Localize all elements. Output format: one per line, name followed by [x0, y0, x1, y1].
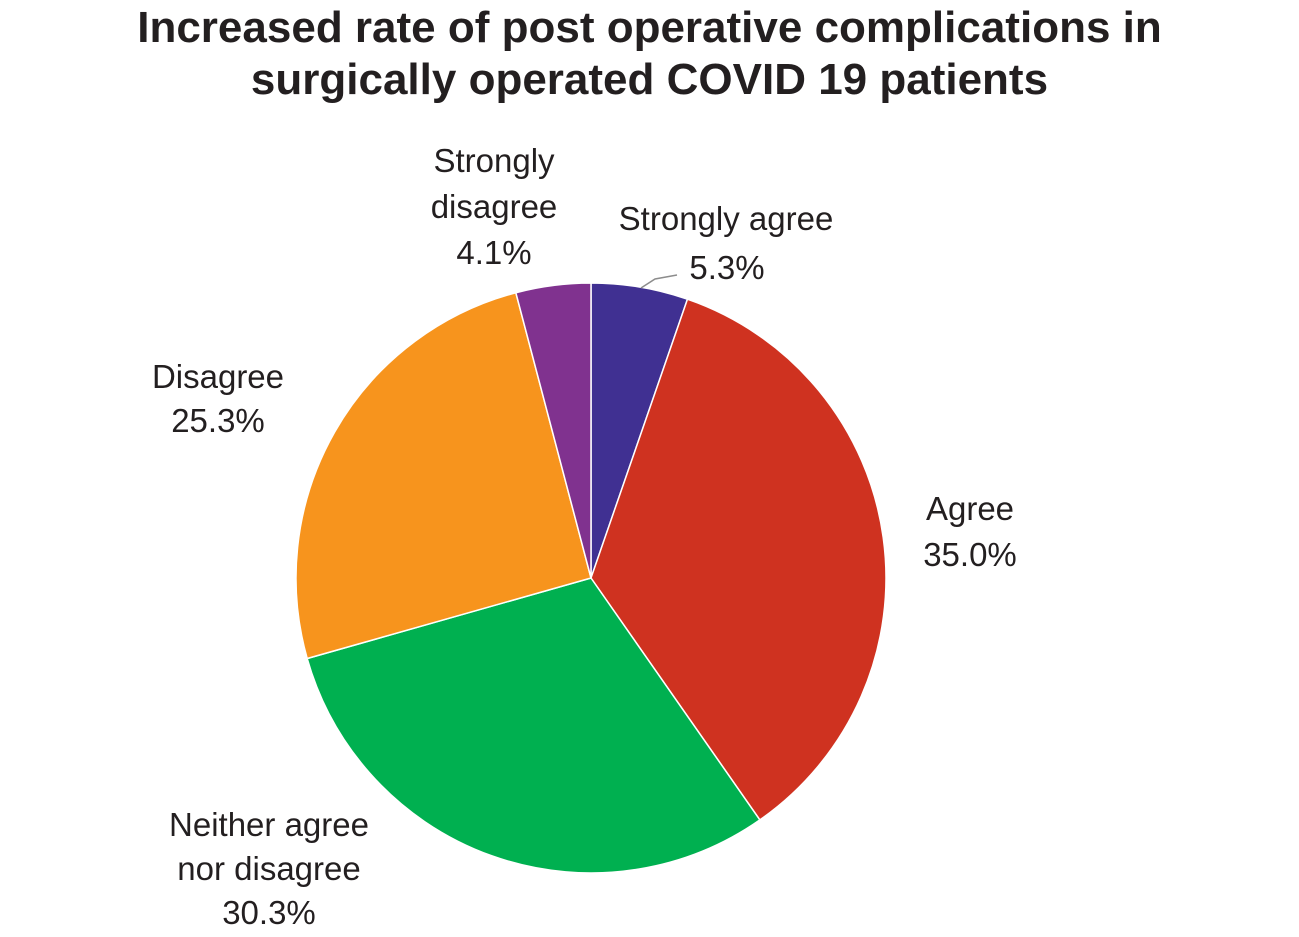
slice-label-neither-agree-nor-disagree: Neither agree nor disagree 30.3%: [169, 806, 369, 931]
chart-title: Increased rate of post operative complic…: [0, 2, 1299, 106]
pie-slice-agree: [590, 298, 887, 821]
pie-slices: [295, 282, 887, 874]
chart-title-line-1: Increased rate of post operative complic…: [137, 3, 1162, 52]
slice-value-disagree: 25.3%: [171, 402, 265, 439]
pie-slice-strongly-disagree: [514, 282, 592, 579]
slice-value-agree: 35.0%: [923, 536, 1017, 573]
leader-lines: [640, 274, 678, 289]
pie-slice-neither-agree-nor-disagree: [306, 577, 761, 874]
slice-label-strongly-agree: Strongly agree 5.3%: [619, 200, 834, 286]
slice-label-agree: Agree 35.0%: [923, 490, 1017, 573]
slice-label-disagree: Disagree 25.3%: [152, 358, 284, 439]
pie-slice-disagree: [295, 291, 592, 660]
slice-value-neither-agree-nor-disagree: 30.3%: [222, 894, 316, 931]
slice-value-strongly-disagree: 4.1%: [456, 234, 531, 271]
leader-line-strongly-agree: [640, 274, 678, 289]
slice-value-strongly-agree: 5.3%: [689, 249, 764, 286]
chart-title-line-2: surgically operated COVID 19 patients: [250, 55, 1049, 104]
slice-labels: Strongly agree 5.3% Agree 35.0% Neither agre…: [152, 142, 1017, 931]
slice-label-strongly-disagree: Strongly disagree 4.1%: [431, 142, 558, 271]
